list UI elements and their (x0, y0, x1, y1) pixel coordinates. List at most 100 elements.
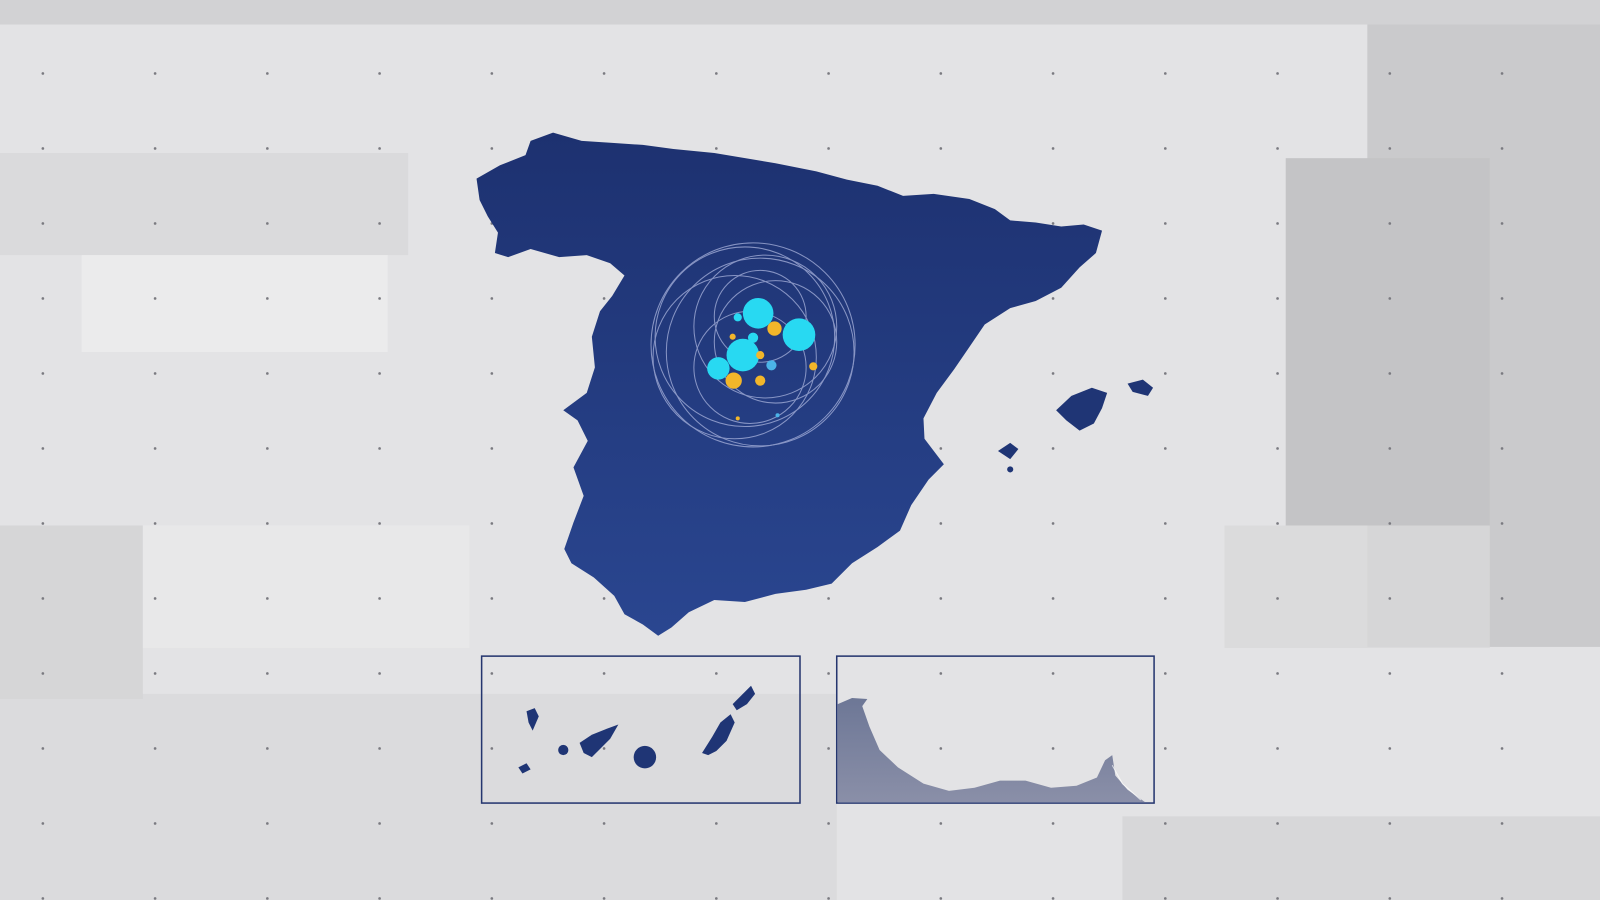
grid-dot (378, 897, 381, 900)
grid-dot (1051, 672, 1055, 675)
grid-dot (490, 897, 494, 900)
grid-dot (1500, 522, 1504, 525)
grid-dot (1163, 72, 1167, 75)
grid-dot (939, 72, 943, 75)
grid-dot (1051, 372, 1055, 375)
grid-dot (41, 297, 45, 300)
grid-dot (41, 72, 45, 75)
grid-dot (153, 672, 157, 675)
grid-dot (827, 747, 830, 750)
grid-dot (827, 147, 830, 150)
grid-dot (1163, 372, 1167, 375)
grid-dot (1500, 597, 1504, 600)
grid-dot (1276, 822, 1279, 825)
canary-islands-inset (480, 655, 801, 804)
balearic-islands (997, 379, 1154, 473)
grid-dot (602, 672, 606, 675)
grid-dot (378, 672, 381, 675)
grid-dot (266, 597, 269, 600)
grid-dot (490, 597, 494, 600)
grid-dot (1163, 822, 1167, 825)
grid-dot (1388, 147, 1392, 150)
grid-dot (266, 822, 269, 825)
grid-dot (153, 447, 157, 450)
grid-dot (1500, 672, 1504, 675)
grid-dot (1500, 372, 1504, 375)
grid-dot (1163, 447, 1167, 450)
grid-dot (1163, 672, 1167, 675)
grid-dot (939, 672, 943, 675)
grid-dot (1500, 822, 1504, 825)
grid-dot (1163, 297, 1167, 300)
grid-dot (153, 522, 157, 525)
grid-dot (490, 72, 494, 75)
grid-dot (939, 897, 943, 900)
grid-dot (602, 72, 606, 75)
grid-dot (1051, 597, 1055, 600)
grid-dot (1500, 222, 1504, 225)
grid-dot (41, 822, 45, 825)
grid-dot (1388, 522, 1392, 525)
grid-dot (41, 447, 45, 450)
grid-dot (1163, 597, 1167, 600)
grid-dot (1276, 672, 1279, 675)
grid-dot (1276, 222, 1279, 225)
grid-dot (827, 72, 830, 75)
grid-dot (1163, 522, 1167, 525)
grid-dot (1276, 747, 1279, 750)
grid-dot (41, 147, 45, 150)
grid-dot (378, 297, 381, 300)
grid-dot (1051, 147, 1055, 150)
grid-dot (1388, 822, 1392, 825)
grid-dot (1051, 522, 1055, 525)
grid-dot (1276, 147, 1279, 150)
grid-dot (153, 297, 157, 300)
grid-dot (153, 747, 157, 750)
grid-dot (1051, 297, 1055, 300)
grid-dot (266, 72, 269, 75)
grid-dot (1163, 747, 1167, 750)
grid-dot (1500, 147, 1504, 150)
data-dots (707, 297, 818, 421)
grid-dot (378, 747, 381, 750)
grid-dot (715, 72, 718, 75)
grid-dot (1051, 72, 1055, 75)
grid-dot (1388, 447, 1392, 450)
grid-dot (715, 147, 718, 150)
grid-dot (266, 447, 269, 450)
grid-dot (1051, 222, 1055, 225)
grid-dot (490, 747, 494, 750)
grid-dot (266, 897, 269, 900)
grid-dot (939, 747, 943, 750)
grid-dot (939, 597, 943, 600)
grid-dot (939, 822, 943, 825)
grid-dot (266, 522, 269, 525)
grid-dot (153, 72, 157, 75)
grid-dot (41, 597, 45, 600)
grid-dot (266, 672, 269, 675)
grid-dot (153, 597, 157, 600)
grid-dot (378, 822, 381, 825)
grid-dot (1276, 372, 1279, 375)
grid-dot (1276, 297, 1279, 300)
grid-dot (939, 447, 943, 450)
grid-dot (490, 672, 494, 675)
grid-dot (1500, 747, 1504, 750)
grid-dot (266, 747, 269, 750)
grid-dot (1388, 897, 1392, 900)
grid-dot (1051, 897, 1055, 900)
grid-dot (266, 222, 269, 225)
grid-dot (378, 597, 381, 600)
grid-dot (1163, 147, 1167, 150)
grid-dot (827, 822, 830, 825)
grid-dot (1276, 897, 1279, 900)
grid-dot (490, 297, 494, 300)
grid-dot (41, 672, 45, 675)
grid-dot (715, 672, 718, 675)
grid-dot (378, 447, 381, 450)
grid-dot (1276, 522, 1279, 525)
grid-dot (490, 447, 494, 450)
